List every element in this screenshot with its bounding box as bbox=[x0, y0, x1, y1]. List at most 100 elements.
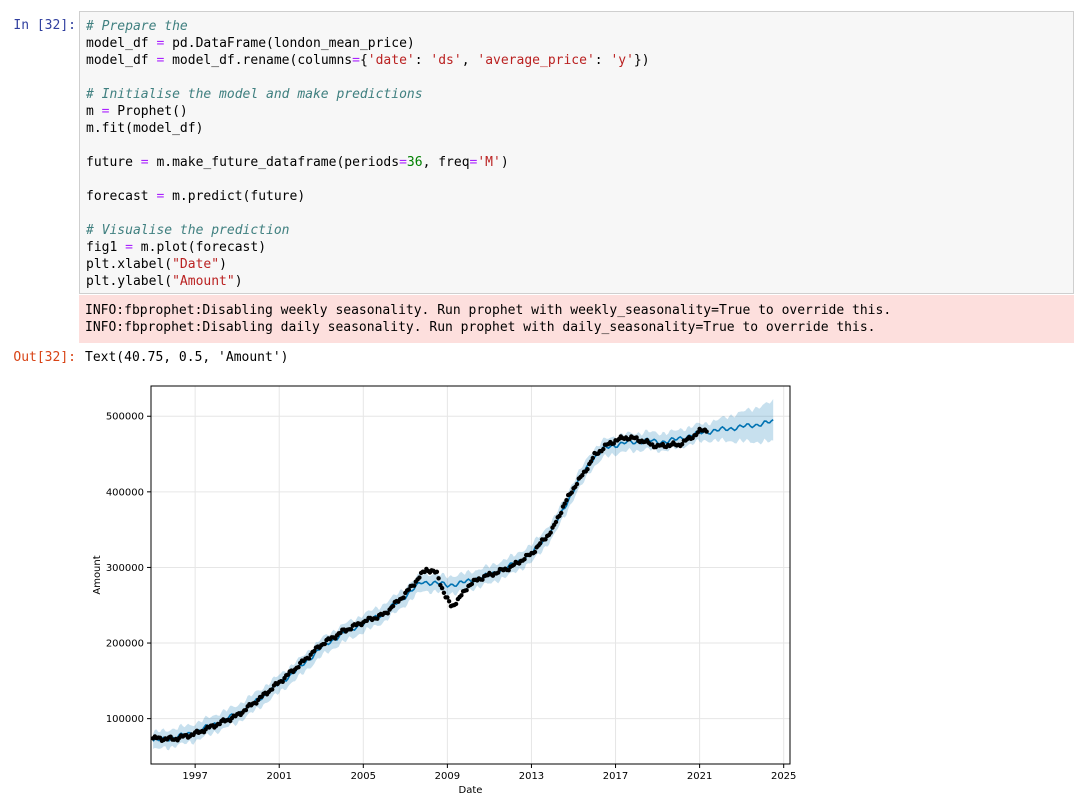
observed-point bbox=[401, 595, 406, 600]
observed-point bbox=[548, 530, 553, 535]
code-token: , bbox=[461, 53, 478, 68]
code-token: : bbox=[594, 53, 611, 68]
observed-point bbox=[439, 585, 445, 591]
code-token: = bbox=[352, 53, 360, 68]
observed-point bbox=[338, 630, 343, 636]
observed-point bbox=[506, 568, 511, 573]
code-token: plt.xlabel( bbox=[86, 257, 173, 272]
code-line bbox=[86, 205, 650, 222]
code-token: = bbox=[125, 240, 133, 255]
observed-point bbox=[296, 665, 301, 670]
x-tick-label: 2009 bbox=[435, 771, 460, 782]
observed-point bbox=[243, 707, 249, 713]
observed-point bbox=[559, 510, 564, 516]
observed-point bbox=[543, 537, 548, 542]
code-token: ) bbox=[234, 274, 243, 289]
code-token: 36 bbox=[406, 155, 423, 170]
code-token: model_df bbox=[86, 36, 157, 51]
observed-point bbox=[580, 473, 585, 478]
observed-point bbox=[590, 455, 595, 461]
code-cell[interactable]: # Prepare the model_df = pd.DataFrame(lon… bbox=[79, 11, 1074, 294]
stderr-output: INFO:fbprophet:Disabling weekly seasonal… bbox=[79, 295, 1074, 343]
code-token: # Visualise the prediction bbox=[86, 223, 290, 238]
axes-frame bbox=[150, 385, 791, 765]
y-tick-label: 400000 bbox=[106, 487, 144, 498]
observed-point bbox=[704, 429, 709, 434]
output-text: Text(40.75, 0.5, 'Amount') bbox=[85, 350, 289, 365]
code-token: = bbox=[156, 189, 165, 204]
code-token: # Initialise the model and make predicti… bbox=[86, 87, 423, 102]
output-prompt: Out[32]: bbox=[13, 350, 76, 365]
observed-point bbox=[574, 481, 580, 487]
observed-point bbox=[634, 435, 639, 440]
code-line: model_df = pd.DataFrame(london_mean_pric… bbox=[86, 35, 650, 52]
y-tick-label: 500000 bbox=[106, 412, 144, 423]
x-tick-label: 2021 bbox=[687, 771, 712, 782]
observed-point bbox=[585, 467, 590, 472]
observed-point bbox=[496, 570, 501, 575]
code-line: plt.xlabel("Date") bbox=[86, 256, 650, 273]
code-token: , freq bbox=[422, 155, 470, 170]
code-token: plt.ylabel( bbox=[86, 274, 173, 289]
code-token: { bbox=[359, 53, 368, 68]
observed-point bbox=[436, 576, 441, 581]
observed-point bbox=[280, 679, 285, 684]
observed-point bbox=[695, 430, 701, 435]
x-tick-label: 2025 bbox=[771, 771, 796, 782]
code-line: model_df = model_df.rename(columns={'dat… bbox=[86, 52, 650, 69]
stderr-line: INFO:fbprophet:Disabling daily seasonali… bbox=[85, 320, 876, 335]
x-tick-label: 1997 bbox=[182, 771, 207, 782]
code-line bbox=[86, 137, 650, 154]
observed-point bbox=[375, 616, 380, 621]
code-token: 'date' bbox=[367, 53, 415, 68]
observed-point bbox=[588, 459, 594, 464]
code-token: : bbox=[414, 53, 431, 68]
code-token: m.predict(future) bbox=[164, 189, 306, 204]
x-tick-label: 2017 bbox=[603, 771, 628, 782]
code-token: ) bbox=[219, 257, 227, 272]
code-token: }) bbox=[633, 53, 650, 68]
observed-point bbox=[446, 599, 452, 604]
observed-point bbox=[480, 577, 485, 582]
code-token: = bbox=[469, 155, 478, 170]
code-token: future bbox=[86, 155, 141, 170]
observed-point bbox=[322, 641, 327, 647]
y-tick-label: 100000 bbox=[106, 714, 144, 725]
observed-point bbox=[522, 557, 527, 562]
observed-point bbox=[306, 656, 312, 661]
code-token: = bbox=[140, 155, 149, 170]
code-token: = bbox=[101, 104, 110, 119]
code-line: # Initialise the model and make predicti… bbox=[86, 86, 650, 103]
observed-point bbox=[469, 581, 475, 587]
observed-point bbox=[464, 588, 469, 593]
code-token: ) bbox=[500, 155, 509, 170]
observed-point bbox=[445, 595, 450, 600]
observed-point bbox=[411, 583, 417, 588]
observed-point bbox=[348, 627, 354, 632]
code-line: # Visualise the prediction bbox=[86, 222, 650, 239]
observed-point bbox=[553, 519, 559, 525]
observed-point bbox=[538, 541, 543, 546]
observed-point bbox=[569, 490, 574, 495]
code-token: m.make_future_dataframe(periods bbox=[148, 155, 400, 170]
y-axis-title: Amount bbox=[92, 555, 103, 594]
code-line: m = Prophet() bbox=[86, 103, 650, 120]
observed-point bbox=[390, 603, 396, 609]
observed-point bbox=[406, 587, 411, 592]
observed-point bbox=[532, 549, 538, 555]
observed-point bbox=[601, 446, 606, 452]
code-token: m.fit(model_df) bbox=[86, 121, 204, 136]
observed-point bbox=[679, 442, 685, 447]
stderr-line: INFO:fbprophet:Disabling weekly seasonal… bbox=[85, 303, 892, 318]
code-line: # Prepare the bbox=[86, 18, 650, 35]
uncertainty-band bbox=[153, 399, 774, 751]
code-token: = bbox=[399, 155, 407, 170]
observed-point bbox=[459, 593, 464, 598]
code-token: 'ds' bbox=[430, 53, 462, 68]
x-tick-label: 2005 bbox=[351, 771, 376, 782]
code-editor[interactable]: # Prepare the model_df = pd.DataFrame(lon… bbox=[86, 18, 650, 290]
y-tick-label: 200000 bbox=[106, 639, 144, 650]
observed-point bbox=[254, 701, 259, 706]
code-token: 'y' bbox=[610, 53, 634, 68]
code-token: m bbox=[86, 104, 102, 119]
